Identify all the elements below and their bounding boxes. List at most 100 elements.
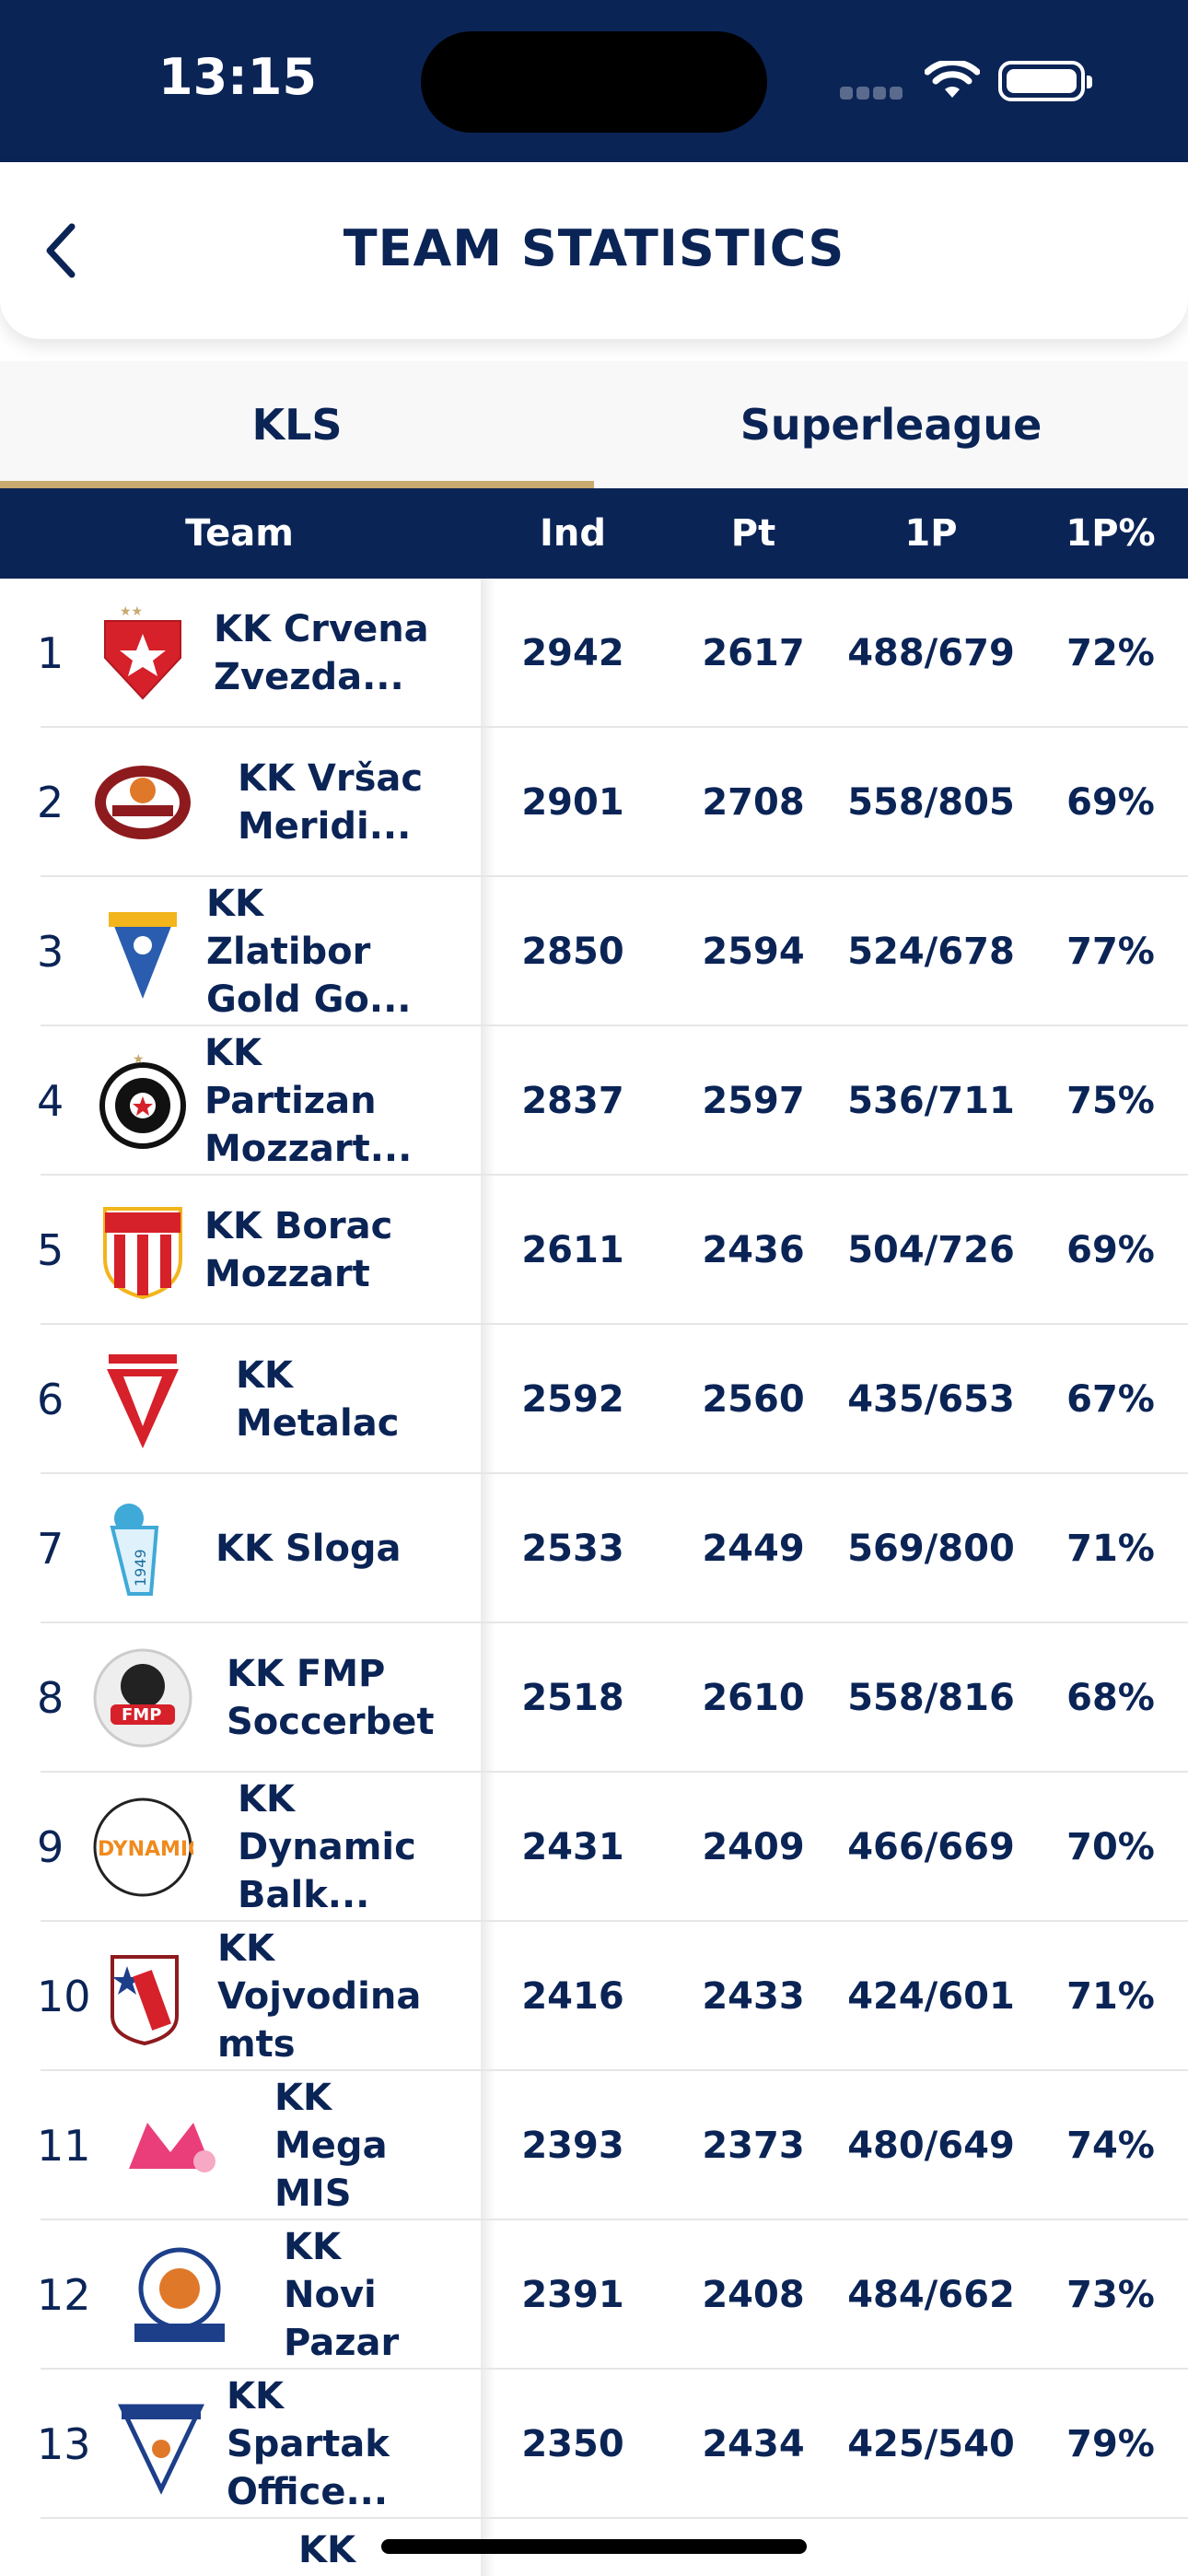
row-divider — [41, 875, 1188, 877]
team-name: KK Zlatibor Gold Go... — [206, 883, 412, 1021]
home-indicator — [381, 2539, 807, 2554]
cell-pt: 2436 — [702, 1229, 805, 1271]
svg-text:DYNAMIC: DYNAMIC — [98, 1838, 193, 1861]
cell-1p-percent: 73% — [1066, 2274, 1155, 2316]
tab-kls[interactable]: KLS — [251, 400, 343, 450]
cell-1p-percent: 67% — [1066, 1378, 1155, 1421]
cell-1p-percent: 77% — [1066, 931, 1155, 973]
cell-1p-percent: 72% — [1066, 632, 1155, 674]
back-chevron-icon[interactable] — [37, 219, 92, 282]
stats-table-body: 1 ★★ KK Crvena Zvezda... 2942 2617 488/6… — [0, 579, 1188, 2576]
cell-ind: 2837 — [521, 1080, 624, 1122]
column-header-ind[interactable]: Ind — [540, 512, 606, 555]
row-rank: 5 — [37, 1225, 64, 1275]
row-divider — [41, 2517, 1188, 2519]
column-header-1p[interactable]: 1P — [904, 512, 958, 555]
cell-1p: 558/805 — [847, 781, 1015, 824]
cell-ind: 2416 — [521, 1975, 624, 2018]
table-row[interactable]: 13 KK Spartak Office... 2350 2434 425/54… — [0, 2370, 1188, 2519]
row-rank: 9 — [37, 1822, 64, 1872]
cell-pt: 2434 — [702, 2423, 805, 2465]
cell-1p: 480/649 — [847, 2125, 1015, 2167]
table-header: Team Ind Pt 1P 1P% — [0, 488, 1188, 579]
table-row[interactable]: 6 KK Metalac 2592 2560 435/653 67% — [0, 1325, 1188, 1474]
cell-pt: 2373 — [702, 2125, 805, 2167]
cell-1p-percent: 68% — [1066, 1677, 1155, 1719]
cellular-signal-icon — [840, 87, 903, 100]
row-rank: 1 — [37, 628, 64, 678]
svg-text:★★: ★★ — [120, 604, 143, 619]
team-name: KK Novi Pazar — [284, 2226, 400, 2364]
team-name: KK Borac Mozzart — [204, 1205, 393, 1295]
cell-ind: 2518 — [521, 1677, 624, 1719]
row-divider — [41, 2219, 1188, 2220]
status-time: 13:15 — [158, 48, 317, 106]
vojvodina-logo — [111, 1955, 179, 2046]
row-rank: 3 — [37, 927, 64, 977]
cell-1p-percent: 71% — [1066, 1975, 1155, 2018]
status-bar: 13:15 — [0, 0, 1188, 164]
cell-1p: 569/800 — [847, 1528, 1015, 1570]
team-name: KK Crvena Zvezda... — [214, 608, 429, 698]
table-row[interactable]: 12 KK Novi Pazar 2391 2408 484/662 73% — [0, 2220, 1188, 2370]
row-rank: 8 — [37, 1673, 64, 1723]
table-row[interactable]: 4 ★ KK Partizan Mozzart... 2837 2597 536… — [0, 1026, 1188, 1176]
cell-1p: 425/540 — [847, 2423, 1015, 2465]
table-row[interactable]: 5 KK Borac Mozzart 2611 2436 504/726 69% — [0, 1176, 1188, 1325]
team-name: KK Mega MIS — [274, 2077, 388, 2215]
cell-pt: 2610 — [702, 1677, 805, 1719]
metalac-logo — [107, 1354, 179, 1448]
cell-1p: 435/653 — [847, 1378, 1015, 1421]
cell-pt: 2409 — [702, 1826, 805, 1868]
cell-ind: 2942 — [521, 632, 624, 674]
row-divider — [41, 1472, 1188, 1474]
mega-logo — [129, 2123, 215, 2172]
row-rank: 12 — [37, 2270, 91, 2320]
tab-superleague[interactable]: Superleague — [740, 400, 1042, 450]
cell-ind: 2393 — [521, 2125, 624, 2167]
team-name: KK Sloga — [215, 1528, 402, 1570]
frozen-column-shadow — [481, 579, 495, 2576]
cell-ind: 2611 — [521, 1229, 624, 1271]
column-header-1p-percent[interactable]: 1P% — [1066, 512, 1156, 555]
table-row[interactable]: 1 ★★ KK Crvena Zvezda... 2942 2617 488/6… — [0, 579, 1188, 728]
sloga-logo: 1949 — [110, 1504, 159, 1596]
svg-text:★: ★ — [133, 1052, 145, 1067]
team-name: KK Vojvodina mts — [217, 1927, 422, 2066]
cell-pt: 2594 — [702, 931, 805, 973]
wifi-icon — [925, 61, 980, 98]
cell-1p-percent: 69% — [1066, 781, 1155, 824]
spartak-logo — [118, 2404, 204, 2495]
table-row[interactable]: 3 KK Zlatibor Gold Go... 2850 2594 524/6… — [0, 877, 1188, 1026]
cell-ind: 2533 — [521, 1528, 624, 1570]
cell-pt: 2708 — [702, 781, 805, 824]
team-name: KK Partizan Mozzart... — [204, 1032, 413, 1170]
cell-pt: 2560 — [702, 1378, 805, 1421]
cell-ind: 2592 — [521, 1378, 624, 1421]
row-divider — [41, 1174, 1188, 1176]
zlatibor-logo — [109, 912, 177, 999]
team-name: KK Metalac — [236, 1354, 400, 1445]
row-divider — [41, 2069, 1188, 2071]
team-name: KK Spartak Office... — [227, 2375, 390, 2513]
cell-1p: 504/726 — [847, 1229, 1015, 1271]
battery-icon — [998, 61, 1092, 101]
row-rank: 4 — [37, 1076, 64, 1126]
table-row[interactable]: 8 FMP KK FMP Soccerbet 2518 2610 558/816… — [0, 1623, 1188, 1773]
cell-1p: 466/669 — [847, 1826, 1015, 1868]
table-row[interactable]: 10 KK Vojvodina mts 2416 2433 424/601 71… — [0, 1922, 1188, 2071]
team-name: KK FMP Soccerbet — [227, 1653, 435, 1743]
table-row[interactable]: 11 KK Mega MIS 2393 2373 480/649 74% — [0, 2071, 1188, 2220]
column-header-team[interactable]: Team — [185, 512, 294, 555]
cell-ind: 2850 — [521, 931, 624, 973]
table-row[interactable]: 2 KK Vršac Meridi... 2901 2708 558/805 6… — [0, 728, 1188, 877]
cell-ind: 2391 — [521, 2274, 624, 2316]
dynamic-logo: DYNAMIC — [93, 1797, 193, 1897]
row-divider — [41, 1622, 1188, 1623]
cell-1p-percent: 70% — [1066, 1826, 1155, 1868]
table-row[interactable]: 9 DYNAMIC KK Dynamic Balk... 2431 2409 4… — [0, 1773, 1188, 1922]
crvena-zvezda-logo: ★★ — [104, 604, 181, 700]
column-header-pt[interactable]: Pt — [730, 512, 776, 555]
table-row[interactable]: KK — [0, 2519, 1188, 2576]
table-row[interactable]: 7 1949 KK Sloga 2533 2449 569/800 71% — [0, 1474, 1188, 1623]
